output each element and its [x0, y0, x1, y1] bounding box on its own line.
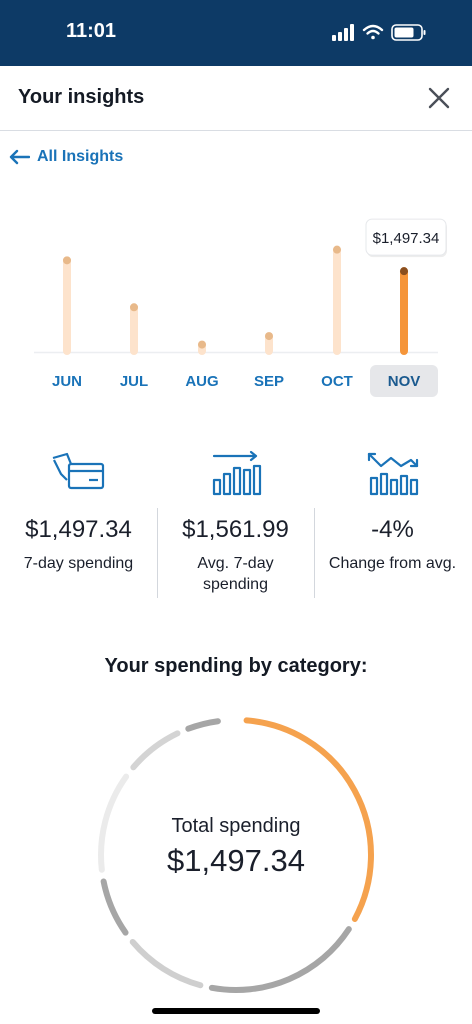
month-tab-sep[interactable]: SEP: [254, 373, 284, 390]
metric-7-day-spending: $1,497.34 7-day spending: [0, 450, 157, 600]
donut-segment-1[interactable]: [243, 717, 374, 922]
chart-point-oct: [333, 245, 341, 254]
status-bar: 11:01: [0, 0, 472, 66]
metric-change-from-avg: -4% Change from avg.: [314, 450, 471, 600]
month-tab-oct[interactable]: OCT: [321, 373, 353, 390]
metric-value: $1,561.99: [182, 516, 289, 543]
chart-tooltip-value: $1,497.34: [373, 230, 440, 247]
header: Your insights: [0, 66, 472, 131]
donut-segment-6[interactable]: [130, 730, 181, 771]
category-section-title: Your spending by category:: [104, 655, 368, 677]
status-icons: [332, 24, 426, 41]
chart-point-jun: [63, 256, 71, 265]
donut-segment-7[interactable]: [185, 718, 221, 732]
metric-value: $1,497.34: [25, 516, 132, 543]
month-tab-selected-bg: [370, 365, 438, 397]
donut-segment-2[interactable]: [208, 926, 352, 993]
chart-point-jul: [130, 303, 138, 312]
credit-card-icon: [52, 452, 104, 490]
donut-segment-5[interactable]: [98, 773, 130, 873]
total-spending-value: $1,497.34: [167, 843, 305, 878]
total-spending-label: Total spending: [171, 815, 301, 837]
month-tab-jun[interactable]: JUN: [52, 373, 82, 390]
month-tab-jul[interactable]: JUL: [120, 373, 148, 390]
metric-label: Change from avg.: [328, 555, 457, 572]
wifi-icon: [362, 24, 384, 40]
chart-point-nov: [400, 267, 408, 276]
category-donut-chart[interactable]: [86, 705, 386, 1005]
metric-avg-7-day-spending: $1,561.99 Avg. 7-day spending: [157, 450, 314, 600]
donut-segment-3[interactable]: [129, 938, 204, 989]
arrow-left-icon: [9, 149, 30, 165]
page-title: Your insights: [18, 86, 145, 108]
back-link[interactable]: All Insights: [8, 146, 123, 168]
month-tab-nov[interactable]: NOV: [388, 373, 421, 390]
monthly-spending-chart: JUN JUL AUG SEP OCT NOV $1,497.34: [34, 218, 447, 397]
status-time: 11:01: [66, 20, 117, 42]
month-tab-aug[interactable]: AUG: [185, 373, 218, 390]
metric-label: 7-day spending: [23, 555, 134, 572]
donut-center: Total spending $1,497.34: [86, 705, 386, 1005]
metric-value: -4%: [371, 516, 414, 543]
battery-icon: [391, 24, 426, 41]
divider: [314, 508, 315, 598]
chart-point-sep: [265, 332, 273, 341]
back-link-label: All Insights: [37, 148, 124, 165]
donut-segment-4[interactable]: [100, 878, 129, 936]
chart-tooltip: [365, 218, 447, 256]
home-indicator: [152, 1008, 320, 1014]
metric-label: Avg. 7-day spending: [197, 555, 274, 593]
divider: [157, 508, 158, 598]
chart-point-aug: [198, 340, 206, 349]
bar-chart-arrow-icon: [212, 450, 261, 496]
signal-icon: [332, 24, 354, 41]
close-icon[interactable]: [426, 85, 452, 111]
spending-metrics: $1,497.34 7-day spending $1,561.99 Avg. …: [0, 450, 472, 610]
trend-down-chart-icon: [367, 452, 418, 496]
